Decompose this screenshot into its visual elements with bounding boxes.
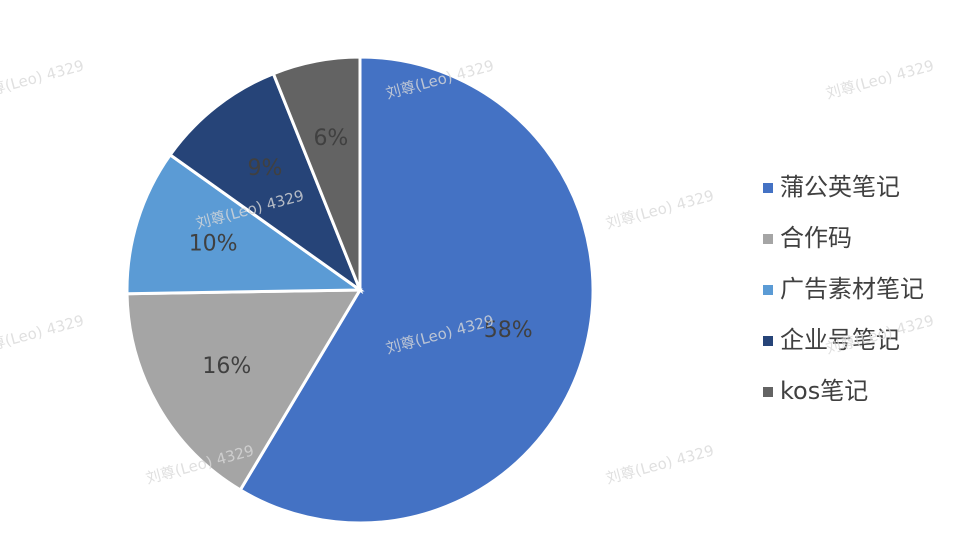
legend-label: 广告素材笔记 bbox=[780, 275, 924, 303]
legend-label: kos笔记 bbox=[780, 377, 868, 405]
data-label: 9% bbox=[247, 156, 282, 181]
watermark: 刘尊(Leo) 4329 bbox=[604, 441, 716, 487]
watermark: 刘尊(Leo) 4329 bbox=[824, 56, 936, 102]
pie-slice bbox=[238, 55, 595, 525]
data-label: 16% bbox=[202, 354, 251, 379]
watermark: 刘尊(Leo) 4329 bbox=[604, 186, 716, 232]
pie-slice bbox=[125, 288, 363, 492]
watermark: 刘尊(Leo) 4329 bbox=[0, 56, 86, 102]
legend-swatch bbox=[763, 336, 773, 346]
data-label: 58% bbox=[484, 318, 533, 343]
data-label: 6% bbox=[313, 126, 348, 151]
legend-swatch bbox=[763, 285, 773, 295]
legend-swatch bbox=[763, 387, 773, 397]
legend-label: 合作码 bbox=[780, 224, 852, 252]
pie-slice bbox=[125, 152, 365, 296]
legend-swatch bbox=[763, 183, 773, 193]
pie-slice bbox=[271, 55, 362, 291]
data-label: 10% bbox=[189, 231, 238, 256]
legend-label: 蒲公英笔记 bbox=[780, 173, 900, 201]
legend-swatch bbox=[763, 234, 773, 244]
pie-slice bbox=[168, 71, 364, 295]
legend-label: 企业号笔记 bbox=[780, 326, 900, 354]
watermark: 刘尊(Leo) 4329 bbox=[0, 311, 86, 357]
